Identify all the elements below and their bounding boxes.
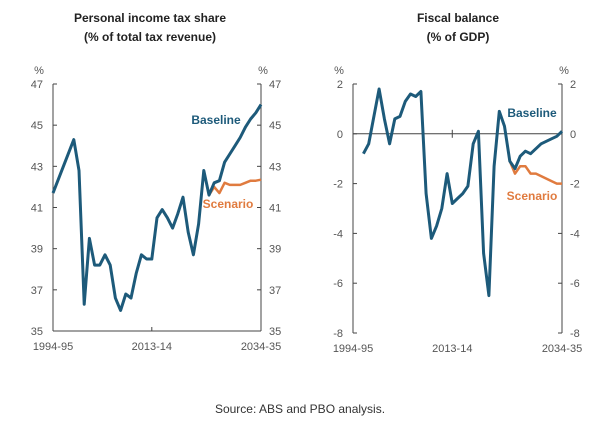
source-note: Source: ABS and PBO analysis. [215, 402, 385, 416]
chart2-series-scenario-line [508, 160, 562, 185]
chart1-ytick-label-right: 35 [269, 326, 281, 338]
chart1-xtick-label: 1994-95 [33, 341, 73, 353]
chart1-subtitle: (% of total tax revenue) [84, 30, 216, 44]
chart1-series-scenario-label: Scenario [203, 197, 254, 211]
chart2-ytick-label-right: -4 [570, 228, 580, 240]
chart2-ytick-label-right: -8 [570, 328, 580, 340]
chart1-ytick-label-left: 37 [31, 285, 43, 297]
chart2-subtitle: (% of GDP) [427, 30, 490, 44]
chart2-ytick-label-left: 2 [337, 79, 343, 91]
chart2-series-scenario-label: Scenario [507, 189, 558, 203]
chart1-ytick-label-right: 43 [269, 161, 281, 173]
chart2-ytick-label-right: -2 [570, 179, 580, 191]
chart1-ytick-label-left: 39 [31, 244, 43, 256]
chart1-series-scenario-line [207, 178, 262, 196]
chart2-ytick-label-left: -2 [333, 179, 343, 191]
chart1-xtick-label: 2034-35 [241, 341, 281, 353]
chart1-ytick-label-left: 45 [31, 120, 43, 132]
chart1-ytick-label-right: 47 [269, 79, 281, 91]
chart1-unit-left: % [34, 65, 44, 77]
chart1-ytick-label-left: 43 [31, 161, 43, 173]
chart2-ytick-label-left: -8 [333, 328, 343, 340]
chart1-unit-right: % [258, 65, 268, 77]
chart1-ytick-label-right: 39 [269, 244, 281, 256]
chart1-ytick-label-left: 41 [31, 203, 43, 215]
chart2-ytick-label-left: -6 [333, 278, 343, 290]
chart2-unit-left: % [334, 65, 344, 77]
chart1-series-baseline-label: Baseline [191, 113, 241, 127]
chart2-series-baseline-line [362, 87, 564, 298]
chart1-xtick-label: 2013-14 [132, 341, 172, 353]
chart2-xtick-label: 1994-95 [333, 343, 373, 355]
chart1-ytick-label-right: 37 [269, 285, 281, 297]
chart2-ytick-label-right: 2 [570, 79, 576, 91]
chart1-series-baseline-line [51, 103, 263, 312]
chart1-title: Personal income tax share [74, 11, 226, 25]
chart2-series-baseline-label: Baseline [507, 106, 557, 120]
chart2-ytick-label-left: 0 [337, 129, 343, 141]
chart2-xtick-label: 2013-14 [432, 343, 472, 355]
chart1-ytick-label-left: 35 [31, 326, 43, 338]
chart1-ytick-label-left: 47 [31, 79, 43, 91]
chart1-ytick-label-right: 41 [269, 203, 281, 215]
chart2-ytick-label-left: -4 [333, 228, 343, 240]
chart2-title: Fiscal balance [417, 11, 499, 25]
chart2-unit-right: % [559, 65, 569, 77]
chart2-xtick-label: 2034-35 [542, 343, 582, 355]
chart2-ytick-label-right: -6 [570, 278, 580, 290]
chart2-ytick-label-right: 0 [570, 129, 576, 141]
chart1-ytick-label-right: 45 [269, 120, 281, 132]
